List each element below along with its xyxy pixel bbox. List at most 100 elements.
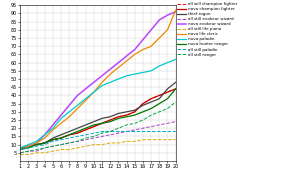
all still evokeur wizard: [109, 134, 112, 136]
nova life cleric: [125, 60, 128, 62]
all still life piano: [68, 148, 71, 150]
all still paladin: [43, 144, 46, 146]
nova hunter ranger: [133, 114, 137, 116]
nova hunter ranger: [100, 122, 104, 124]
nova evokeur wizard: [125, 55, 128, 57]
nova hunter ranger: [141, 111, 145, 113]
nova evokeur wizard: [166, 14, 169, 16]
nova life cleric: [117, 66, 120, 69]
all still ranger: [84, 137, 87, 139]
all still life piano: [117, 142, 120, 144]
thief rogue: [109, 116, 112, 118]
all still paladin: [92, 132, 96, 134]
nova evokeur wizard: [174, 11, 177, 13]
all still paladin: [174, 130, 177, 132]
Line: all still life piano: all still life piano: [20, 140, 176, 155]
nova paladin: [35, 140, 38, 142]
all still evokeur wizard: [18, 152, 22, 154]
all still evokeur wizard: [133, 129, 137, 131]
all still paladin: [35, 145, 38, 147]
Line: thief rogue: thief rogue: [20, 82, 176, 148]
nova paladin: [100, 85, 104, 87]
all still life piano: [141, 139, 145, 141]
all still paladin: [141, 130, 145, 132]
thief rogue: [18, 147, 22, 149]
all still ranger: [133, 122, 137, 124]
all still evokeur wizard: [43, 147, 46, 149]
all will champion fighter: [92, 125, 96, 128]
all will champion fighter: [141, 103, 145, 105]
nova paladin: [174, 58, 177, 60]
nova evokeur wizard: [158, 19, 161, 21]
nova hunter ranger: [59, 137, 63, 139]
nova champion fighter: [125, 114, 128, 116]
nova evokeur wizard: [26, 145, 30, 147]
all will champion fighter: [117, 116, 120, 118]
nova champion fighter: [100, 122, 104, 124]
nova hunter ranger: [117, 117, 120, 119]
all still evokeur wizard: [125, 130, 128, 132]
all still evokeur wizard: [166, 122, 169, 124]
all will champion fighter: [51, 139, 55, 141]
all still ranger: [26, 150, 30, 152]
all still life piano: [18, 153, 22, 156]
all still paladin: [109, 130, 112, 132]
all still paladin: [59, 139, 63, 141]
nova hunter ranger: [35, 144, 38, 146]
all will champion fighter: [158, 94, 161, 96]
all still evokeur wizard: [149, 125, 153, 128]
all still evokeur wizard: [141, 127, 145, 129]
nova hunter ranger: [158, 103, 161, 105]
nova champion fighter: [35, 144, 38, 146]
all still ranger: [166, 107, 169, 110]
all still paladin: [117, 130, 120, 132]
nova hunter ranger: [84, 127, 87, 129]
nova champion fighter: [76, 132, 79, 134]
thief rogue: [133, 109, 137, 111]
nova evokeur wizard: [68, 104, 71, 106]
all still ranger: [158, 111, 161, 113]
all still ranger: [68, 142, 71, 144]
nova hunter ranger: [26, 147, 30, 149]
all still paladin: [158, 130, 161, 132]
all still ranger: [141, 119, 145, 121]
nova evokeur wizard: [18, 148, 22, 150]
all still paladin: [68, 137, 71, 139]
all still ranger: [117, 127, 120, 129]
all will champion fighter: [125, 114, 128, 116]
all still evokeur wizard: [84, 139, 87, 141]
Legend: all will champion fighter, nova champion fighter, thief rogue, all still evokeur: all will champion fighter, nova champion…: [177, 2, 237, 57]
all still evokeur wizard: [76, 140, 79, 142]
all still ranger: [174, 101, 177, 103]
nova life cleric: [149, 45, 153, 47]
all still life piano: [174, 139, 177, 141]
nova life cleric: [84, 99, 87, 101]
nova life cleric: [133, 53, 137, 55]
all still paladin: [84, 134, 87, 136]
nova champion fighter: [59, 137, 63, 139]
thief rogue: [158, 98, 161, 100]
nova life cleric: [166, 29, 169, 31]
nova champion fighter: [133, 111, 137, 113]
all still life piano: [100, 144, 104, 146]
nova evokeur wizard: [35, 142, 38, 144]
all still life piano: [158, 139, 161, 141]
nova evokeur wizard: [92, 81, 96, 83]
nova paladin: [76, 104, 79, 106]
all will champion fighter: [35, 144, 38, 146]
all still life piano: [43, 152, 46, 154]
all will champion fighter: [84, 129, 87, 131]
nova evokeur wizard: [117, 62, 120, 64]
thief rogue: [68, 130, 71, 132]
nova evokeur wizard: [51, 124, 55, 126]
nova hunter ranger: [92, 124, 96, 126]
all still life piano: [51, 150, 55, 152]
all will champion fighter: [26, 145, 30, 147]
nova hunter ranger: [68, 134, 71, 136]
all still life piano: [125, 140, 128, 142]
nova champion fighter: [18, 147, 22, 149]
thief rogue: [174, 81, 177, 83]
thief rogue: [149, 101, 153, 103]
nova evokeur wizard: [149, 29, 153, 31]
all still evokeur wizard: [51, 145, 55, 147]
